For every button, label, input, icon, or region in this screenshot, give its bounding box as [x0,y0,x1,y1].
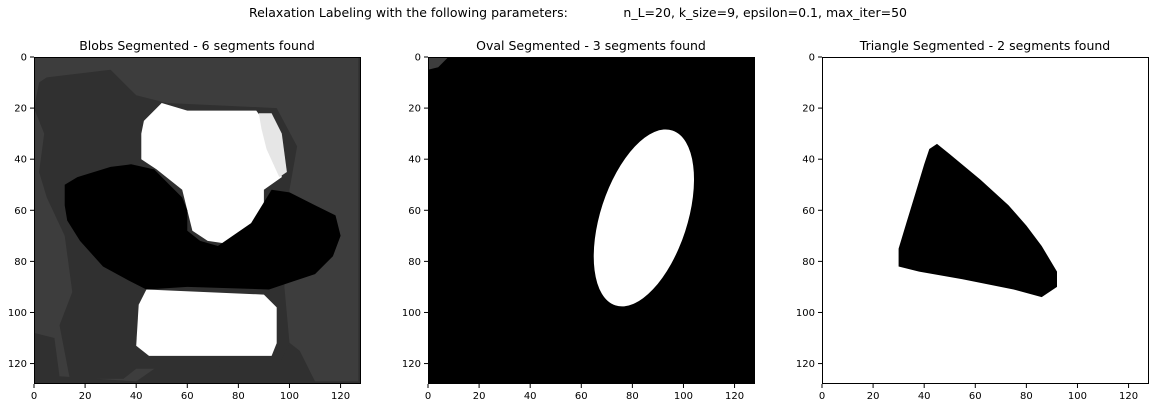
y-tick-label: 40 [408,155,421,166]
x-tick-label: 60 [181,391,194,402]
y-tick-label: 0 [21,53,27,64]
x-tick-label: 0 [819,391,825,402]
x-tick-label: 80 [626,391,639,402]
x-tick-label: 120 [1119,391,1138,402]
x-tick-label: 80 [232,391,245,402]
y-tick-label: 0 [809,53,815,64]
panel-2-title: Oval Segmented - 3 segments found [476,38,706,53]
y-tick-label: 120 [796,359,815,370]
y-tick-label: 120 [8,359,27,370]
x-tick-label: 0 [425,391,431,402]
x-tick-label: 20 [79,391,92,402]
x-tick-label: 60 [969,391,982,402]
panel-3-frame [822,57,1149,384]
segment-black-segment [64,164,341,290]
y-tick-label: 100 [796,308,815,319]
x-tick-label: 120 [725,391,744,402]
x-tick-label: 20 [473,391,486,402]
segment-triangle [898,143,1057,298]
panel-2-frame [428,57,755,384]
y-tick-label: 40 [14,155,27,166]
segment-lower-white [136,289,277,356]
panel-1-title: Blobs Segmented - 6 segments found [79,38,315,53]
y-tick-label: 120 [402,359,421,370]
y-tick-label: 60 [14,206,27,217]
x-tick-label: 40 [130,391,143,402]
figure-suptitle: Relaxation Labeling with the following p… [248,5,908,20]
panel-3-image [822,57,1149,384]
x-tick-label: 80 [1020,391,1033,402]
y-tick-label: 100 [402,308,421,319]
x-tick-label: 0 [31,391,37,402]
y-tick-label: 60 [408,206,421,217]
x-tick-label: 120 [331,391,350,402]
y-tick-label: 80 [802,257,815,268]
panel-2-background [428,57,755,384]
y-tick-label: 80 [14,257,27,268]
y-tick-label: 20 [408,104,421,115]
panel-1-frame [34,57,361,384]
y-tick-label: 20 [802,104,815,115]
y-tick-label: 20 [14,104,27,115]
x-tick-label: 100 [280,391,299,402]
panel-3-title: Triangle Segmented - 2 segments found [859,38,1111,53]
x-tick-label: 60 [575,391,588,402]
y-tick-label: 0 [415,53,421,64]
x-tick-label: 20 [867,391,880,402]
segment-upper-light-gray [258,113,287,178]
y-tick-label: 80 [408,257,421,268]
panel-1-image [34,57,361,384]
segment-upper-white [141,103,282,244]
segment-corner-gray [428,57,449,70]
y-tick-label: 100 [8,308,27,319]
panel-2-image [428,57,755,384]
x-tick-label: 100 [674,391,693,402]
segment-oval [593,129,695,307]
y-tick-label: 40 [802,155,815,166]
x-tick-label: 40 [524,391,537,402]
x-tick-label: 40 [918,391,931,402]
x-tick-label: 100 [1068,391,1087,402]
y-tick-label: 60 [802,206,815,217]
